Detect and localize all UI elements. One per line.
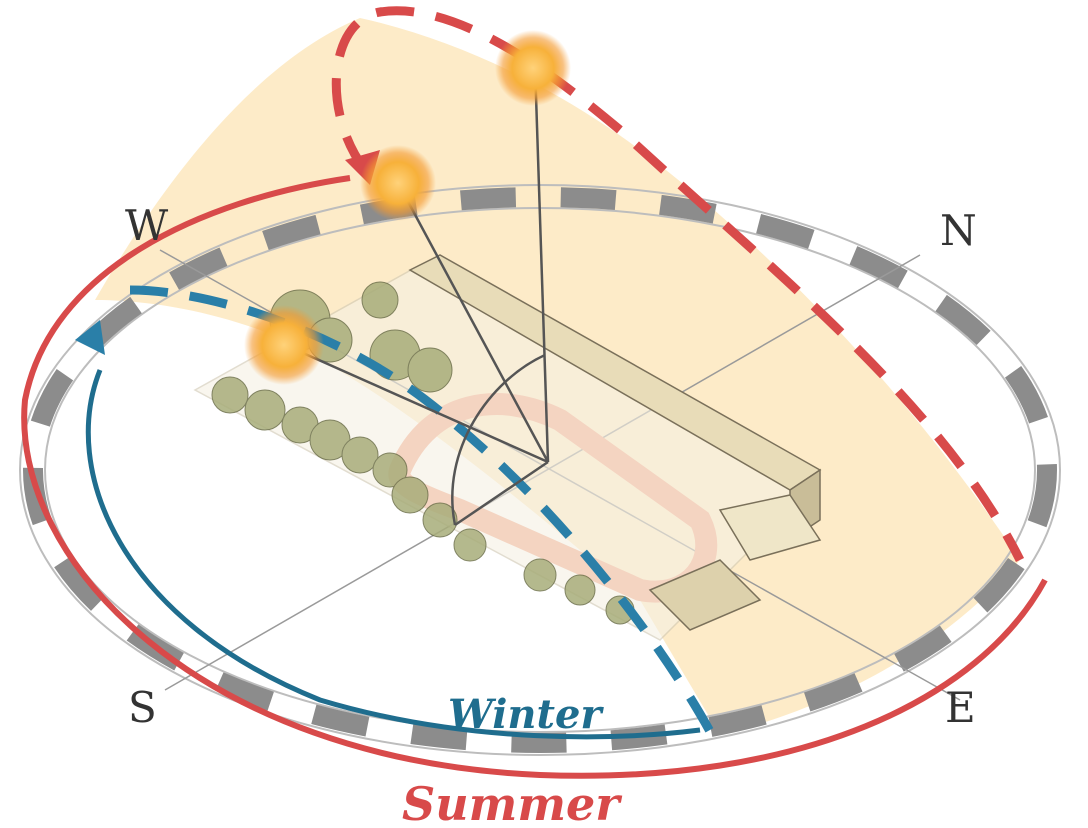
school-building xyxy=(408,254,822,631)
winter-label: Winter xyxy=(448,691,604,738)
sun-icon xyxy=(244,305,324,385)
winter-arrow-icon xyxy=(75,320,105,355)
sun-rays xyxy=(284,64,550,527)
compass-north-label: N xyxy=(940,206,977,255)
summer-label: Summer xyxy=(402,777,623,828)
sun-icon xyxy=(360,145,436,221)
sun-icon xyxy=(495,30,571,106)
winter-ring-arc xyxy=(85,369,701,740)
summer-sun-path xyxy=(331,6,1025,563)
compass-south-label: S xyxy=(128,683,157,732)
compass-west-label: W xyxy=(125,201,169,250)
summer-ring-arc xyxy=(21,175,1048,779)
compass-east-label: E xyxy=(945,683,976,732)
